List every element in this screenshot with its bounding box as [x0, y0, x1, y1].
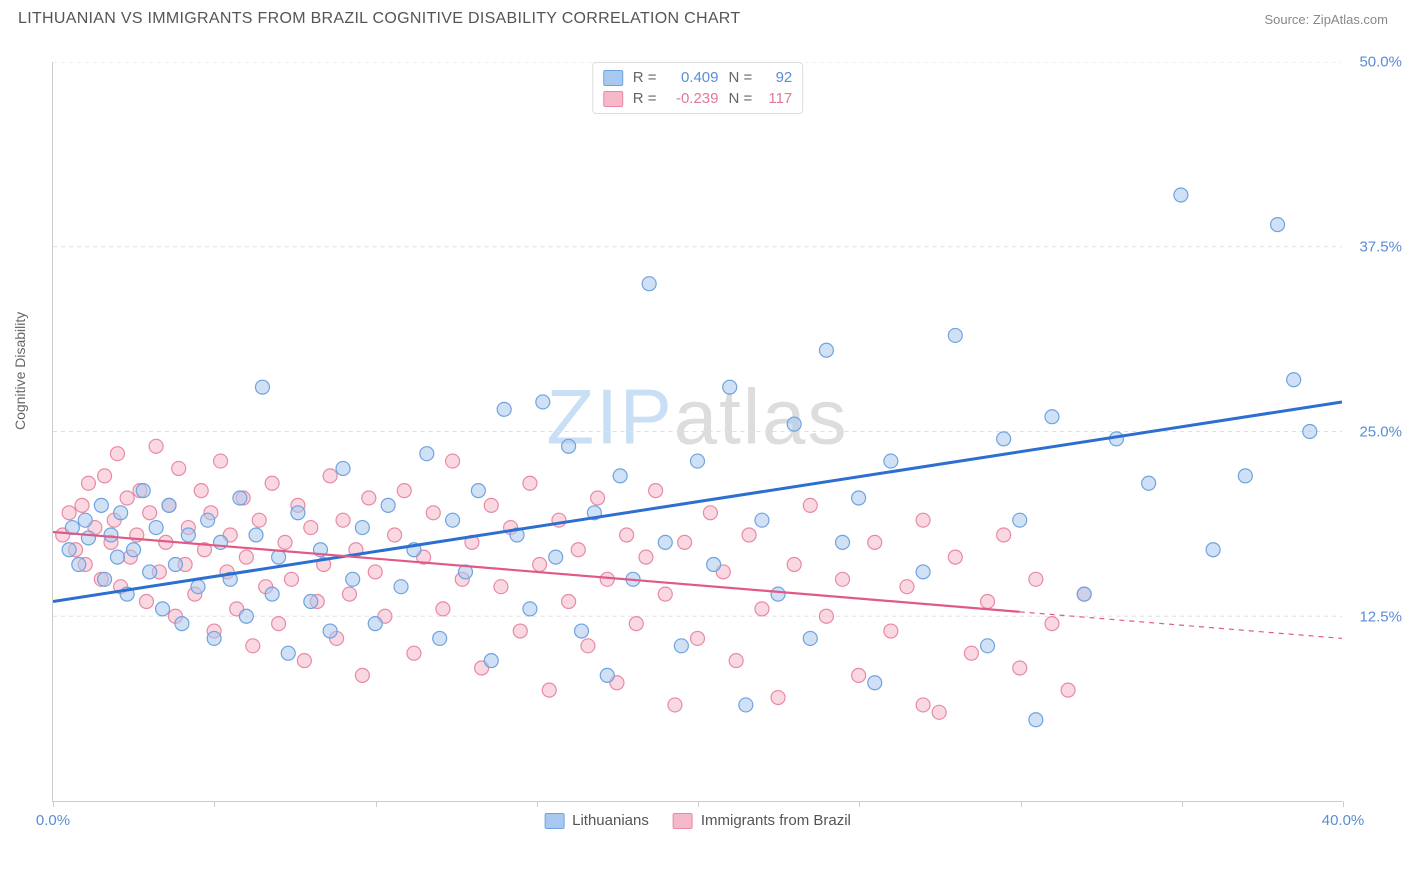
- label-r: R =: [633, 69, 657, 86]
- correlation-legend: R = 0.409 N = 92 R = -0.239 N = 117: [592, 62, 804, 114]
- swatch-lithuanians-icon: [544, 813, 564, 829]
- legend-item-lithuanians: Lithuanians: [544, 812, 649, 829]
- chart-header: LITHUANIAN VS IMMIGRANTS FROM BRAZIL COG…: [0, 0, 1406, 34]
- x-tick: [1343, 801, 1344, 807]
- label-n: N =: [729, 90, 753, 107]
- y-tick-label: 50.0%: [1359, 54, 1402, 71]
- x-tick: [53, 801, 54, 807]
- y-tick-label: 25.0%: [1359, 424, 1402, 441]
- x-tick: [859, 801, 860, 807]
- value-r-brazil: -0.239: [667, 90, 719, 107]
- legend-item-brazil: Immigrants from Brazil: [673, 812, 851, 829]
- x-tick: [1182, 801, 1183, 807]
- y-axis-label: Cognitive Disability: [12, 312, 28, 430]
- y-tick-label: 12.5%: [1359, 609, 1402, 626]
- x-tick-label: 0.0%: [36, 812, 70, 829]
- x-tick: [1021, 801, 1022, 807]
- legend-label-brazil: Immigrants from Brazil: [701, 812, 851, 829]
- chart-title: LITHUANIAN VS IMMIGRANTS FROM BRAZIL COG…: [18, 10, 740, 28]
- x-tick-label: 40.0%: [1322, 812, 1365, 829]
- plot-svg: [53, 62, 1342, 801]
- label-r: R =: [633, 90, 657, 107]
- source-name: ZipAtlas.com: [1313, 12, 1388, 27]
- value-r-lithuanians: 0.409: [667, 69, 719, 86]
- x-tick: [537, 801, 538, 807]
- source-attribution: Source: ZipAtlas.com: [1264, 12, 1388, 27]
- scatter-chart: ZIPatlas R = 0.409 N = 92 R = -0.239 N =…: [52, 62, 1342, 802]
- swatch-brazil-icon: [603, 91, 623, 107]
- source-prefix: Source:: [1264, 12, 1312, 27]
- y-tick-label: 37.5%: [1359, 239, 1402, 256]
- label-n: N =: [729, 69, 753, 86]
- series-legend: Lithuanians Immigrants from Brazil: [544, 812, 851, 829]
- swatch-brazil-icon: [673, 813, 693, 829]
- x-tick: [376, 801, 377, 807]
- value-n-brazil: 117: [762, 90, 792, 107]
- legend-row-lithuanians: R = 0.409 N = 92: [603, 67, 793, 88]
- value-n-lithuanians: 92: [762, 69, 792, 86]
- x-tick: [214, 801, 215, 807]
- x-tick: [698, 801, 699, 807]
- swatch-lithuanians-icon: [603, 70, 623, 86]
- legend-row-brazil: R = -0.239 N = 117: [603, 88, 793, 109]
- legend-label-lithuanians: Lithuanians: [572, 812, 649, 829]
